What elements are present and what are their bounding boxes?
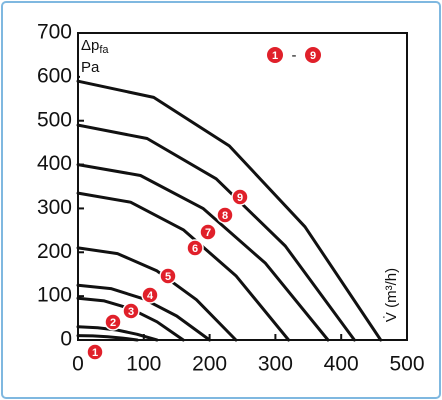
y-tick-label: 300 [37,196,72,219]
curve-label: 4 [147,290,154,302]
legend-separator: - [292,47,297,64]
curve [76,163,330,342]
curve-label: 2 [110,317,116,329]
curve-label: 8 [222,210,228,222]
curve [76,325,159,342]
label-bg [80,50,118,80]
curve-marker [104,313,122,331]
y-tick-label: 200 [37,240,72,263]
x-tick-label: 400 [324,353,359,376]
plot-area [77,32,408,341]
curve-label: 7 [205,227,211,239]
y-unit: Pa [81,59,100,76]
curve [76,123,356,342]
curve-marker [186,239,204,257]
curve-marker [86,343,104,361]
curve-label: 5 [165,271,171,283]
y-tick-label: 500 [37,108,72,131]
curve-label: 1 [92,347,98,359]
x-tick-label: 300 [258,353,293,376]
legend-to: 9 [310,50,316,62]
curve-marker [141,286,159,304]
curve-marker [199,223,217,241]
y-tick-label: 0 [60,328,72,351]
legend: 1 - 9 [267,47,321,64]
curve-marker [216,206,234,224]
curve-label: 3 [128,306,134,318]
x-label: V̇ (m³/h) [383,268,400,322]
curve [76,334,139,342]
y-label-sub: fa [99,44,109,56]
x-tick-label: 0 [72,353,84,376]
x-tick-label: 200 [192,353,227,376]
curve [76,191,291,342]
legend-from: 1 [272,50,278,62]
y-tick-label: 700 [37,21,72,44]
y-tick-label: 400 [37,152,72,175]
x-tick-label: 500 [389,353,424,376]
y-label-main: Δp [81,37,99,54]
legend-dot [267,47,283,63]
curve-label: 9 [237,192,243,204]
curve-label: 6 [192,243,198,255]
curve [76,246,238,342]
y-tick-label: 100 [37,284,72,307]
curve [76,79,383,342]
plot: 0 100 200 300 400 500 600 700 0 100 200 300 400 500 1 2… [37,21,425,376]
curve-marker [122,302,140,320]
curve-marker [159,267,177,285]
curve-marker [231,188,249,206]
legend-dot [305,47,321,63]
y-label: Δpfa [81,37,109,56]
x-tick-label: 100 [126,353,161,376]
y-tick-label: 600 [37,64,72,87]
